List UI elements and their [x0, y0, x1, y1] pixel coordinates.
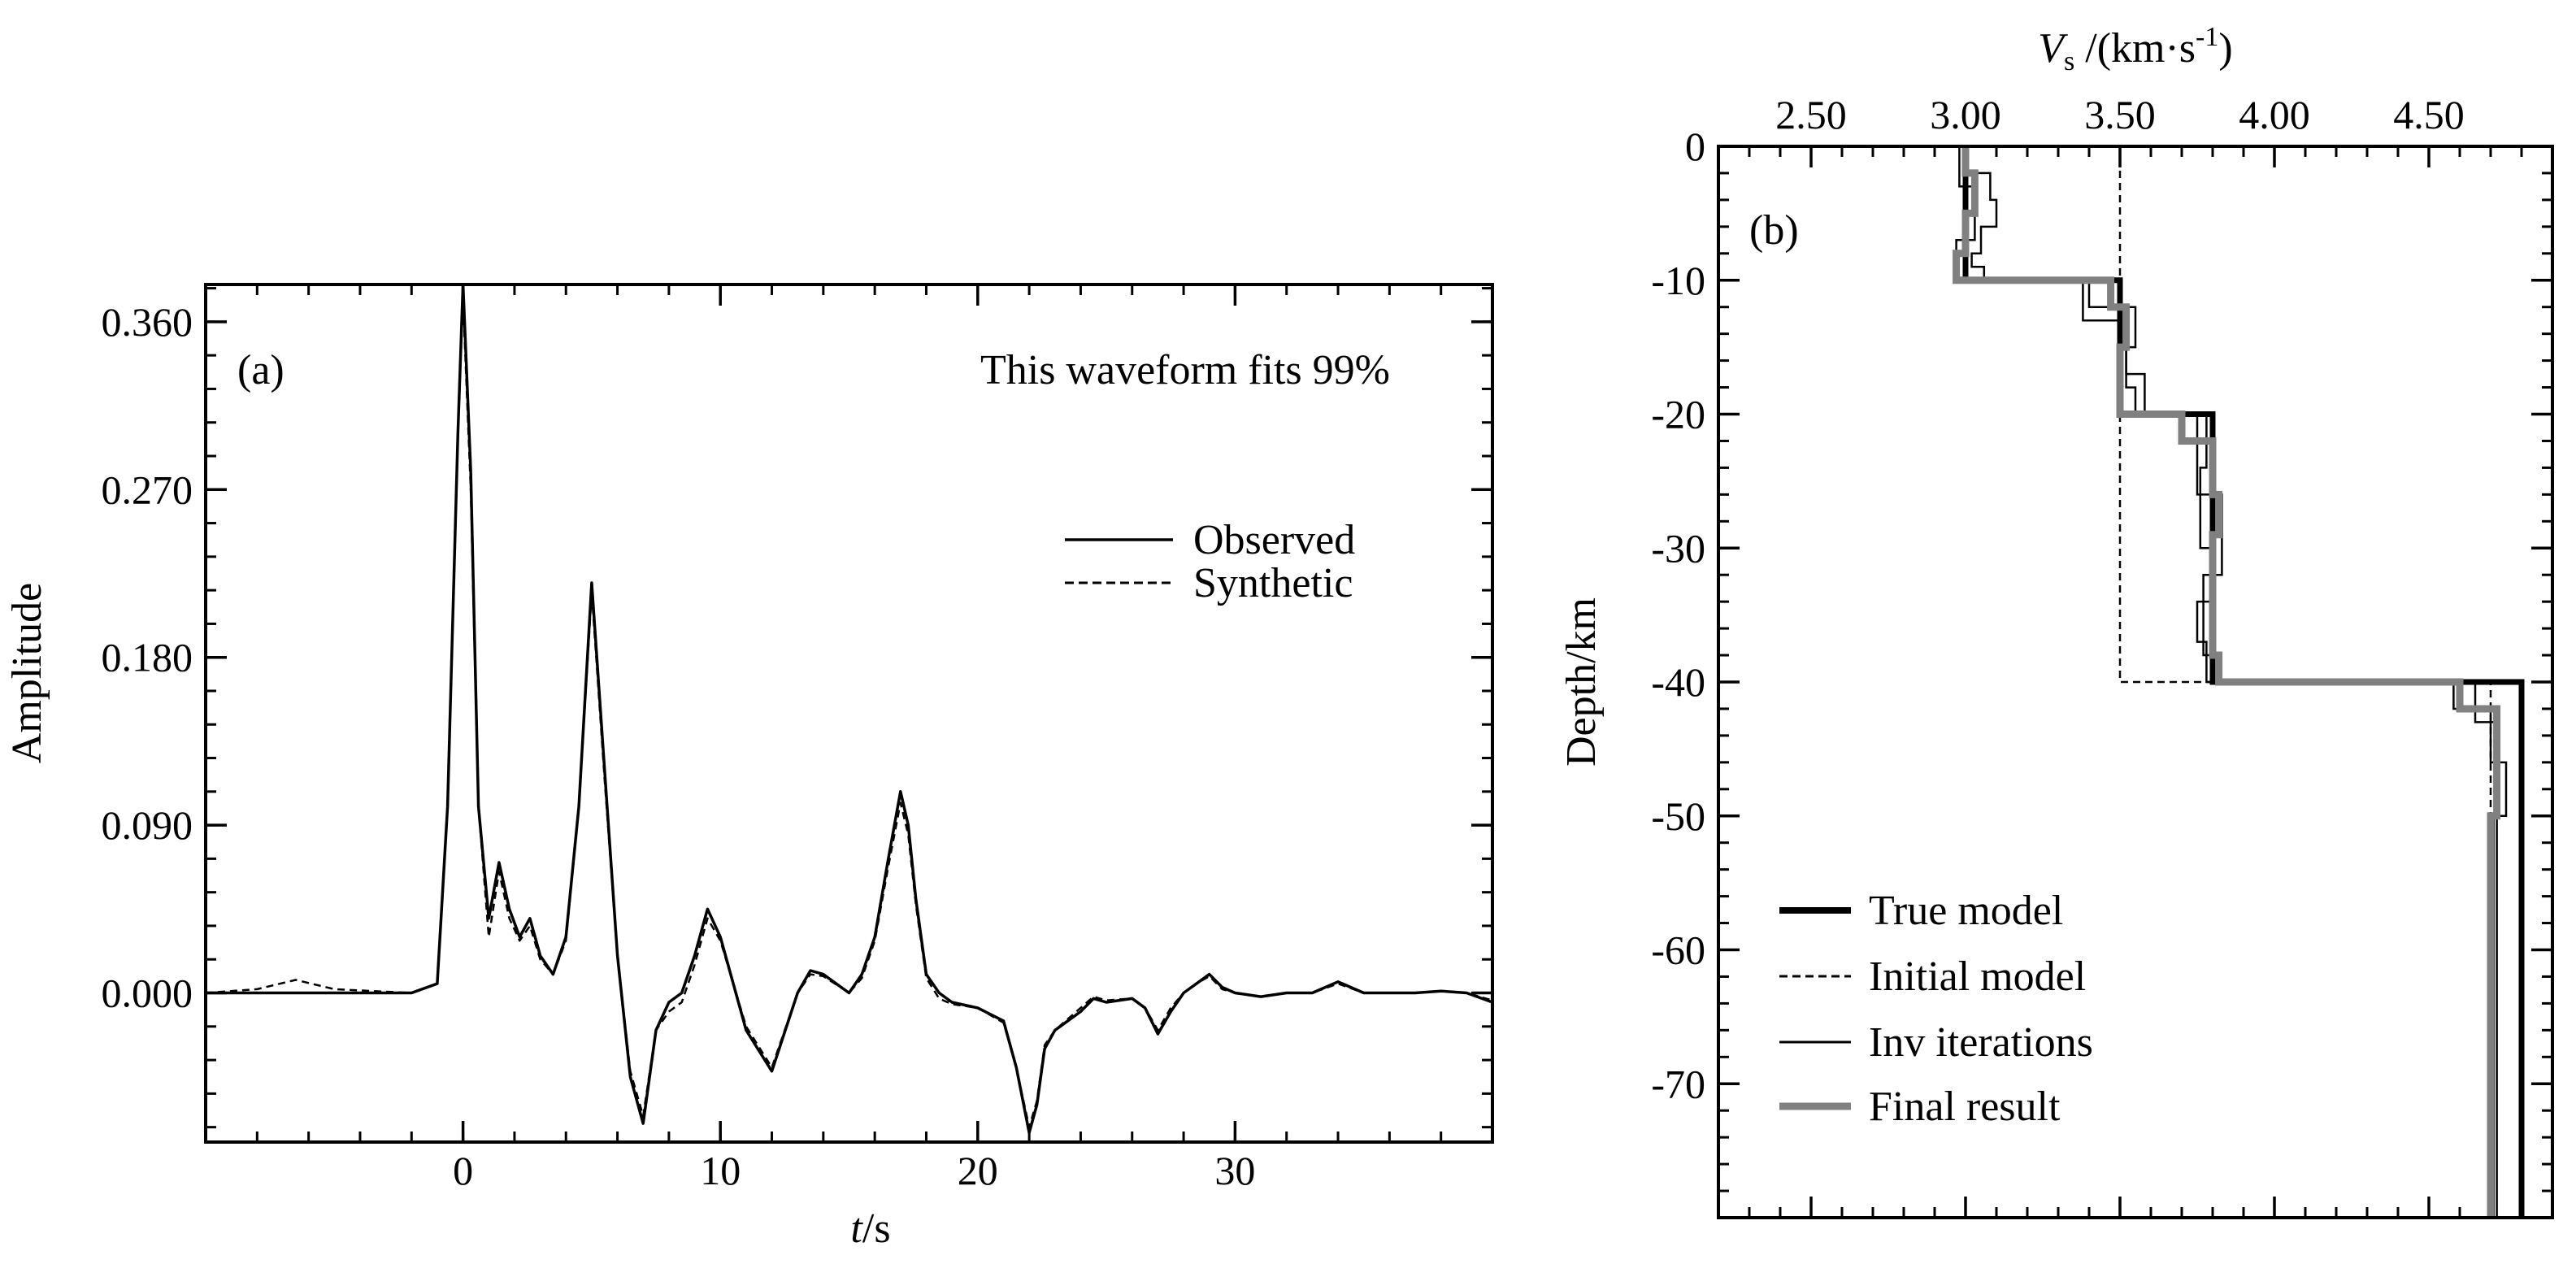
waveform-panel: 0 10 20 30 0.000 0.090 0.180 0.270 0.360 (a) Thi…: [4, 283, 1494, 1252]
inv-iteration-line: [1964, 146, 2508, 1218]
y-tick-label: -70: [1651, 1061, 1705, 1106]
y-tick-label: 0.180: [102, 635, 193, 680]
x-axis-title-subscript: s: [2064, 46, 2074, 76]
x-tick-label: 3.00: [1930, 92, 2001, 137]
synthetic-waveform-line: [205, 298, 1493, 1128]
legend-label-inv-iterations: Inv iterations: [1869, 1019, 2093, 1066]
legend-label-initial-model: Initial model: [1869, 953, 2086, 1000]
waveform-legend: Observed Synthetic: [1065, 517, 1355, 606]
y-tick-label: 0.360: [102, 299, 193, 345]
profile-ticks: [1717, 145, 2554, 1219]
x-axis-title-variable: t: [850, 1205, 863, 1252]
profile-legend: True model Initial model Inv iterations …: [1779, 888, 2093, 1130]
x-axis-title-unit: /s: [862, 1205, 891, 1252]
final-result-line: [1953, 146, 2501, 1218]
waveform-ticks: [204, 285, 1494, 1142]
x-axis-title-superscript: -1: [2196, 22, 2218, 52]
waveform-y-axis-title: Amplitude: [4, 583, 50, 763]
x-tick-label: 10: [700, 1148, 741, 1193]
x-axis-title-unit: /(km·s: [2074, 25, 2196, 72]
x-tick-label: 3.50: [2084, 92, 2156, 137]
y-tick-label: -10: [1651, 258, 1705, 303]
y-tick-label: 0: [1685, 124, 1705, 169]
waveform-tick-labels: 0 10 20 30 0.000 0.090 0.180 0.270 0.360: [102, 299, 1256, 1193]
legend-label-true-model: True model: [1869, 888, 2063, 934]
profile-x-axis-title: Vs /(km·s-1): [2038, 22, 2232, 76]
x-tick-label: 30: [1214, 1148, 1255, 1193]
x-tick-label: 0: [453, 1148, 473, 1193]
y-tick-label: -60: [1651, 927, 1705, 973]
y-tick-label: -40: [1651, 659, 1705, 705]
y-tick-label: 0.270: [102, 467, 193, 512]
x-axis-title-symbol: V: [2038, 25, 2068, 72]
x-tick-label: 2.50: [1775, 92, 1847, 137]
profile-plot-frame: [1717, 145, 2554, 1219]
y-tick-label: -30: [1651, 525, 1705, 571]
y-tick-label: 0.090: [102, 802, 193, 848]
y-tick-label: -20: [1651, 392, 1705, 437]
profile-panel-label: (b): [1749, 207, 1799, 254]
observed-waveform-line: [206, 283, 1493, 1135]
profile-series: [1953, 146, 2525, 1218]
legend-label-observed: Observed: [1193, 517, 1355, 563]
legend-label-synthetic: Synthetic: [1193, 560, 1353, 606]
waveform-plot-frame: [204, 283, 1494, 1144]
y-tick-label: -50: [1651, 793, 1705, 839]
legend-label-final-result: Final result: [1869, 1084, 2061, 1130]
waveform-panel-label: (a): [237, 347, 285, 393]
profile-y-axis-title: Depth/km: [1558, 597, 1605, 767]
x-axis-title-close: ): [2218, 25, 2232, 72]
x-tick-label: 4.50: [2393, 92, 2465, 137]
y-tick-label: 0.000: [102, 971, 193, 1016]
waveform-x-axis-title: t/s: [850, 1205, 890, 1252]
profile-tick-labels: 2.50 3.00 3.50 4.00 4.50 0 -10 -20 -30 -40 -50 -60 -…: [1651, 92, 2464, 1106]
waveform-series: [205, 283, 1493, 1135]
x-tick-label: 20: [958, 1148, 998, 1193]
waveform-fit-annotation: This waveform fits 99%: [980, 347, 1390, 393]
velocity-profile-panel: 2.50 3.00 3.50 4.00 4.50 0 -10 -20 -30 -40 -50 -60 -…: [1558, 22, 2554, 1219]
x-tick-label: 4.00: [2239, 92, 2310, 137]
